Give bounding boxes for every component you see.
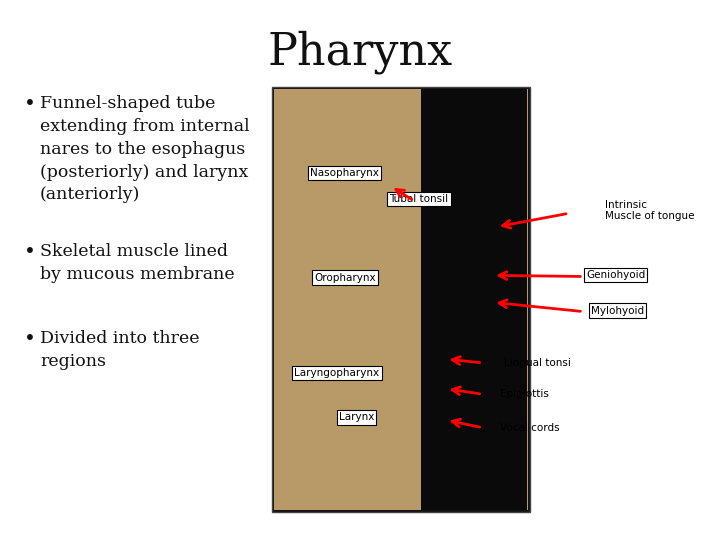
- Text: Lingual tonsi: Lingual tonsi: [504, 358, 571, 368]
- Text: Epiglottis: Epiglottis: [500, 389, 549, 399]
- Bar: [272, 87, 530, 512]
- Text: Nasopharynx: Nasopharynx: [310, 168, 379, 178]
- Text: Laryngopharynx: Laryngopharynx: [294, 368, 379, 377]
- Text: Vocal cords: Vocal cords: [500, 423, 560, 433]
- Text: •: •: [24, 330, 36, 349]
- Text: Skeletal muscle lined
by mucous membrane: Skeletal muscle lined by mucous membrane: [40, 243, 235, 283]
- Bar: [274, 89, 528, 510]
- Text: Pharynx: Pharynx: [267, 30, 453, 73]
- Text: Intrinsic
Muscle of tongue: Intrinsic Muscle of tongue: [605, 200, 694, 221]
- Text: Divided into three
regions: Divided into three regions: [40, 330, 199, 370]
- Text: Oropharynx: Oropharynx: [314, 273, 376, 282]
- Text: Geniohyoid: Geniohyoid: [586, 271, 645, 280]
- Text: Mylohyoid: Mylohyoid: [591, 306, 644, 315]
- Text: Larynx: Larynx: [338, 413, 374, 422]
- Text: Tubal tonsil: Tubal tonsil: [390, 194, 449, 204]
- Text: •: •: [24, 243, 36, 262]
- Text: Funnel-shaped tube
extending from internal
nares to the esophagus
(posteriorly) : Funnel-shaped tube extending from intern…: [40, 95, 250, 204]
- Text: •: •: [24, 95, 36, 114]
- Bar: [421, 89, 527, 510]
